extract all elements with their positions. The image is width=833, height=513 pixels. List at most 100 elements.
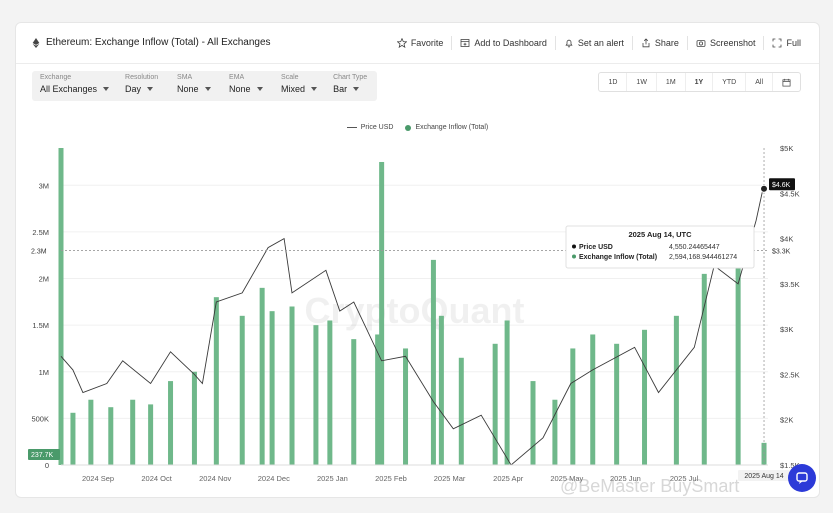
exchange-select[interactable]: Exchange All Exchanges bbox=[32, 71, 117, 101]
exchange-select-value: All Exchanges bbox=[40, 84, 98, 94]
chart-type-select-label: Chart Type bbox=[333, 74, 368, 81]
add-to-dashboard-button[interactable]: Add to Dashboard bbox=[451, 36, 555, 50]
chart-legend: Price USD Exchange Inflow (Total) bbox=[16, 124, 819, 131]
inflow-bar bbox=[58, 148, 64, 465]
left-crosshair-badge: 2.3M bbox=[31, 249, 47, 256]
y-right-tick-label: $2K bbox=[780, 416, 793, 425]
inflow-bar bbox=[327, 320, 333, 465]
inflow-bar bbox=[673, 315, 679, 465]
exchange-select-label: Exchange bbox=[40, 74, 72, 81]
price-line bbox=[60, 184, 765, 466]
y-left-tick-label: 3M bbox=[39, 181, 49, 190]
chart-type-select[interactable]: Chart Type Bar bbox=[325, 71, 377, 101]
range-1d-button[interactable]: 1D bbox=[599, 73, 628, 91]
inflow-bar bbox=[642, 329, 648, 465]
chat-icon bbox=[796, 472, 808, 484]
y-left-tick-label: 0 bbox=[45, 461, 49, 470]
y-right-tick-label: $4.5K bbox=[780, 189, 800, 198]
screenshot-button[interactable]: Screenshot bbox=[686, 36, 764, 50]
range-1y-button[interactable]: 1Y bbox=[686, 73, 714, 91]
calendar-button[interactable] bbox=[773, 73, 800, 91]
x-current-badge: 2025 Aug 14 bbox=[744, 473, 783, 480]
fullscreen-icon bbox=[773, 38, 782, 48]
range-ytd-button[interactable]: YTD bbox=[713, 73, 747, 91]
share-icon bbox=[642, 38, 650, 48]
add-to-dashboard-label: Add to Dashboard bbox=[474, 38, 547, 48]
inflow-bar bbox=[168, 381, 174, 465]
inflow-bar bbox=[701, 273, 707, 465]
inflow-bar bbox=[239, 315, 245, 465]
tooltip-box bbox=[565, 225, 755, 269]
resolution-select[interactable]: Resolution Day bbox=[117, 71, 169, 101]
scale-select[interactable]: Scale Mixed bbox=[273, 71, 325, 101]
inflow-bar bbox=[552, 399, 558, 465]
range-1m-button[interactable]: 1M bbox=[657, 73, 686, 91]
sma-select-value: None bbox=[177, 84, 199, 94]
y-right-tick-label: $3K bbox=[780, 325, 793, 334]
x-tick-label: 2024 Dec bbox=[258, 474, 290, 483]
inflow-bar bbox=[590, 334, 596, 465]
chevron-down-icon bbox=[204, 87, 211, 91]
chart-controls: Exchange All Exchanges Resolution Day SM… bbox=[32, 71, 378, 101]
share-button[interactable]: Share bbox=[631, 36, 687, 50]
time-range-selector: 1D 1W 1M 1Y YTD All bbox=[598, 72, 801, 92]
chart-title: Ethereum: Exchange Inflow (Total) - All … bbox=[46, 37, 271, 48]
right-crosshair-badge: $3.3K bbox=[772, 249, 791, 256]
inflow-bar bbox=[269, 311, 275, 465]
tooltip-series-value: 2,594,168.944461274 bbox=[669, 254, 737, 261]
chart-header: Ethereum: Exchange Inflow (Total) - All … bbox=[16, 23, 819, 63]
chart-type-select-value: Bar bbox=[333, 84, 348, 94]
legend-swatch-inflow bbox=[405, 124, 412, 131]
set-alert-button[interactable]: Set an alert bbox=[554, 36, 632, 50]
overlay-watermark: @BeMaster BuySmart bbox=[560, 476, 740, 496]
share-label: Share bbox=[654, 38, 679, 48]
chevron-down-icon bbox=[103, 87, 110, 91]
set-alert-label: Set an alert bbox=[577, 38, 624, 48]
y-left-tick-label: 2M bbox=[39, 275, 49, 284]
y-left-tick-label: 500K bbox=[31, 414, 49, 423]
chevron-down-icon bbox=[311, 87, 318, 91]
chat-button[interactable] bbox=[788, 464, 816, 492]
legend-item-inflow[interactable]: Exchange Inflow (Total) bbox=[405, 124, 488, 131]
sma-select[interactable]: SMA None bbox=[169, 71, 221, 101]
inflow-bar bbox=[492, 343, 498, 465]
y-left-tick-label: 1.5M bbox=[32, 321, 49, 330]
x-tick-label: 2025 May bbox=[550, 474, 583, 483]
legend-item-price[interactable]: Price USD bbox=[346, 124, 394, 131]
inflow-bar bbox=[191, 371, 197, 465]
favorite-button[interactable]: Favorite bbox=[389, 36, 452, 50]
y-right-tick-label: $4K bbox=[780, 235, 793, 244]
ema-select[interactable]: EMA None bbox=[221, 71, 273, 101]
scale-select-label: Scale bbox=[281, 74, 299, 81]
resolution-select-value: Day bbox=[125, 84, 142, 94]
legend-label-inflow: Exchange Inflow (Total) bbox=[415, 124, 489, 131]
inflow-bar bbox=[289, 306, 295, 465]
tooltip-series-name: Exchange Inflow (Total) bbox=[579, 254, 657, 261]
y-right-tick-label: $2.5K bbox=[780, 370, 800, 379]
inflow-bar bbox=[259, 287, 265, 465]
x-tick-label: 2025 Jan bbox=[317, 474, 348, 483]
inflow-bar bbox=[88, 399, 94, 465]
y-right-tick-label: $3.5K bbox=[780, 280, 800, 289]
y-right-tick-label: $1.5K bbox=[780, 461, 800, 470]
calendar-icon bbox=[782, 78, 791, 86]
x-tick-label: 2024 Sep bbox=[82, 474, 114, 483]
range-1w-button[interactable]: 1W bbox=[627, 73, 657, 91]
legend-label-price: Price USD bbox=[360, 124, 394, 131]
cryptoquant-watermark: CryptoQuant bbox=[305, 290, 525, 331]
tooltip-swatch bbox=[572, 254, 576, 259]
inflow-bar bbox=[148, 404, 154, 465]
x-tick-label: 2025 Jun bbox=[610, 474, 641, 483]
chart-canvas[interactable]: 0 500K 1M 1.5M 2M 2.5M 3M $1.5K $2K $2.5K $3K $3.5K… bbox=[16, 23, 819, 497]
range-all-button[interactable]: All bbox=[746, 73, 773, 91]
inflow-bar bbox=[438, 315, 444, 465]
ema-select-label: EMA bbox=[229, 74, 245, 81]
inflow-bar bbox=[614, 343, 620, 465]
inflow-bar bbox=[504, 320, 510, 465]
x-tick-label: 2025 Mar bbox=[434, 474, 466, 483]
x-tick-label: 2025 Jul bbox=[670, 474, 699, 483]
inflow-bar bbox=[379, 161, 385, 465]
header-actions: Favorite Add to Dashboard Set an alert S… bbox=[389, 36, 809, 50]
fullscreen-button[interactable]: Full bbox=[763, 36, 809, 50]
resolution-select-label: Resolution bbox=[125, 74, 159, 81]
